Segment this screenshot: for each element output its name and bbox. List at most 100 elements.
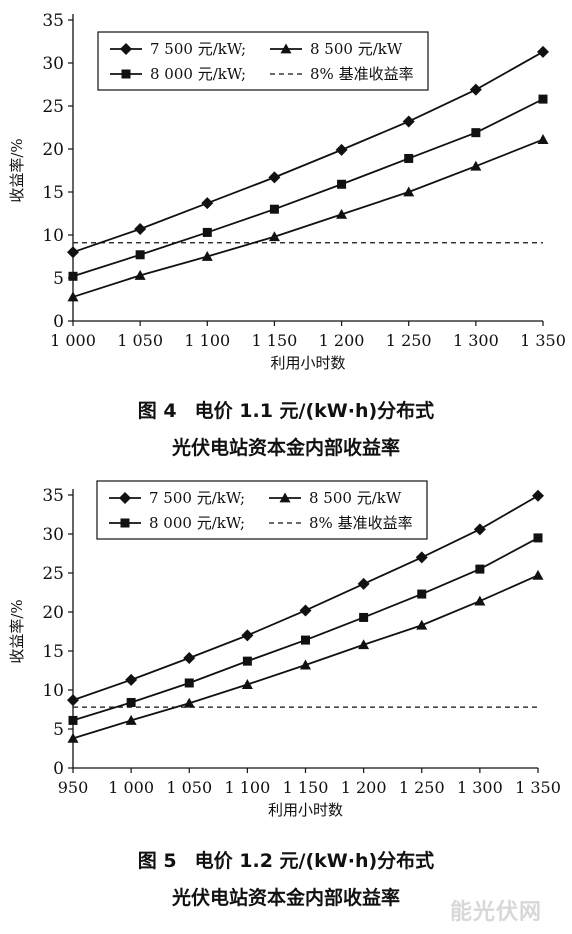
data-point (183, 697, 195, 708)
data-point (357, 577, 370, 590)
series-0-1 (67, 134, 549, 302)
data-point (469, 83, 482, 96)
data-point (336, 208, 348, 219)
legend-marker (119, 492, 131, 504)
y-tick-label: 10 (42, 681, 64, 701)
legend-marker (279, 492, 291, 503)
data-point (268, 231, 280, 242)
series-line (72, 98, 544, 278)
x-tick-label: 1 150 (252, 331, 298, 350)
x-tick-label: 1 300 (457, 778, 503, 797)
data-point (300, 659, 311, 670)
x-tick-label: 1 100 (224, 778, 270, 797)
data-point (126, 697, 136, 707)
data-point (201, 197, 214, 210)
data-point (473, 523, 486, 536)
data-point (471, 128, 481, 138)
caption-figure-4-title: 电价 1.1 元/(kW·h)分布式 (194, 400, 435, 422)
y-tick-label: 25 (42, 97, 64, 117)
y-tick-label: 25 (42, 564, 64, 584)
x-tick-label: 1 200 (319, 331, 365, 350)
legend-0: 7 500 元/kW; 8 500 元/kW 8 000 元/kW; 8% 基准收益率 (97, 31, 429, 91)
chart-figure-5: 0 5 10 15 20 25 30 35 950 1 000 1 050 1 100 1 150 1 2… (8, 480, 561, 819)
data-point (533, 533, 543, 543)
data-point (358, 639, 370, 650)
data-point (532, 489, 544, 502)
data-point (135, 250, 145, 260)
data-point (67, 694, 79, 707)
y-tick-label: 5 (53, 720, 64, 740)
data-point (402, 115, 415, 128)
caption-figure-5-title: 电价 1.2 元/(kW·h)分布式 (194, 850, 435, 872)
data-point (404, 153, 414, 163)
y-tick-label: 15 (42, 642, 64, 662)
data-point (470, 160, 482, 171)
axes-0: 0 5 10 15 20 25 30 35 1 000 1 050 1 100 1 150 1 200 1… (8, 11, 566, 372)
x-axis-title: 利用小时数 (268, 801, 343, 819)
watermark: 能光伏网 (449, 900, 542, 925)
caption-figure-4-line2: 光伏电站资本金内部收益率 (171, 437, 400, 459)
data-point (416, 619, 428, 630)
data-point (134, 269, 146, 280)
data-point (475, 564, 485, 574)
x-tick-label: 1 300 (453, 331, 499, 350)
legend-label: 8 500 元/kW (309, 489, 402, 507)
caption-figure-4-line1: 图 4 电价 1.1 元/(kW·h)分布式 (0, 398, 572, 424)
legend-label: 8 000 元/kW; (149, 514, 245, 532)
data-point (68, 715, 78, 725)
caption-figure-5-number: 图 5 (137, 850, 177, 872)
x-tick-label: 1 250 (386, 331, 432, 350)
legend-marker (120, 43, 132, 55)
data-point (532, 569, 544, 580)
data-point (202, 227, 212, 237)
data-point (68, 271, 78, 281)
legend-label: 8% 基准收益率 (310, 65, 414, 83)
data-point (184, 678, 194, 688)
x-tick-label: 1 250 (399, 778, 445, 797)
legend-label: 8 500 元/kW (310, 40, 403, 58)
caption-figure-5-line2: 光伏电站资本金内部收益率 (171, 887, 400, 909)
x-tick-label: 1 200 (341, 778, 387, 797)
legend-marker (120, 518, 130, 528)
legend-label: 8% 基准收益率 (309, 514, 413, 532)
data-point (417, 589, 427, 599)
x-tick-label: 1 100 (184, 331, 230, 350)
data-point (269, 204, 279, 214)
data-point (67, 246, 79, 259)
series-0-0 (67, 45, 549, 259)
series-line (72, 574, 539, 740)
y-tick-label: 35 (42, 11, 64, 31)
y-tick-label: 30 (42, 54, 64, 74)
y-tick-label: 20 (42, 603, 64, 623)
data-point (299, 604, 312, 617)
y-axis-title: 收益率/% (8, 138, 26, 202)
x-tick-label: 1 050 (117, 331, 163, 350)
data-point (125, 714, 137, 725)
chart-figure-4: 0 5 10 15 20 25 30 35 1 000 1 050 1 100 1 150 1 200 1… (8, 11, 566, 372)
data-point (415, 551, 428, 564)
data-point (537, 134, 549, 144)
data-point (538, 94, 548, 104)
series-line (72, 51, 544, 254)
legend-marker (280, 43, 292, 54)
data-point (67, 291, 79, 302)
data-point (268, 171, 281, 184)
y-tick-label: 35 (42, 486, 64, 506)
y-tick-label: 0 (53, 759, 64, 779)
y-axis-title: 收益率/% (8, 599, 26, 663)
data-point (403, 186, 415, 197)
data-point (474, 595, 486, 606)
data-point (359, 612, 369, 622)
legend-label: 8 000 元/kW; (150, 65, 246, 83)
caption-figure-4-number: 图 4 (137, 400, 177, 422)
x-tick-label: 1 000 (108, 778, 154, 797)
x-tick-label: 1 350 (515, 778, 561, 797)
legend-1: 7 500 元/kW; 8 500 元/kW 8 000 元/kW; 8% 基准收益率 (96, 480, 428, 540)
data-point (335, 143, 348, 156)
series-1-0 (67, 489, 544, 707)
legend-label: 7 500 元/kW; (150, 40, 246, 58)
x-tick-label: 950 (58, 778, 89, 797)
data-point (337, 179, 347, 189)
series-line (72, 537, 539, 722)
x-axis-title: 利用小时数 (270, 354, 345, 372)
